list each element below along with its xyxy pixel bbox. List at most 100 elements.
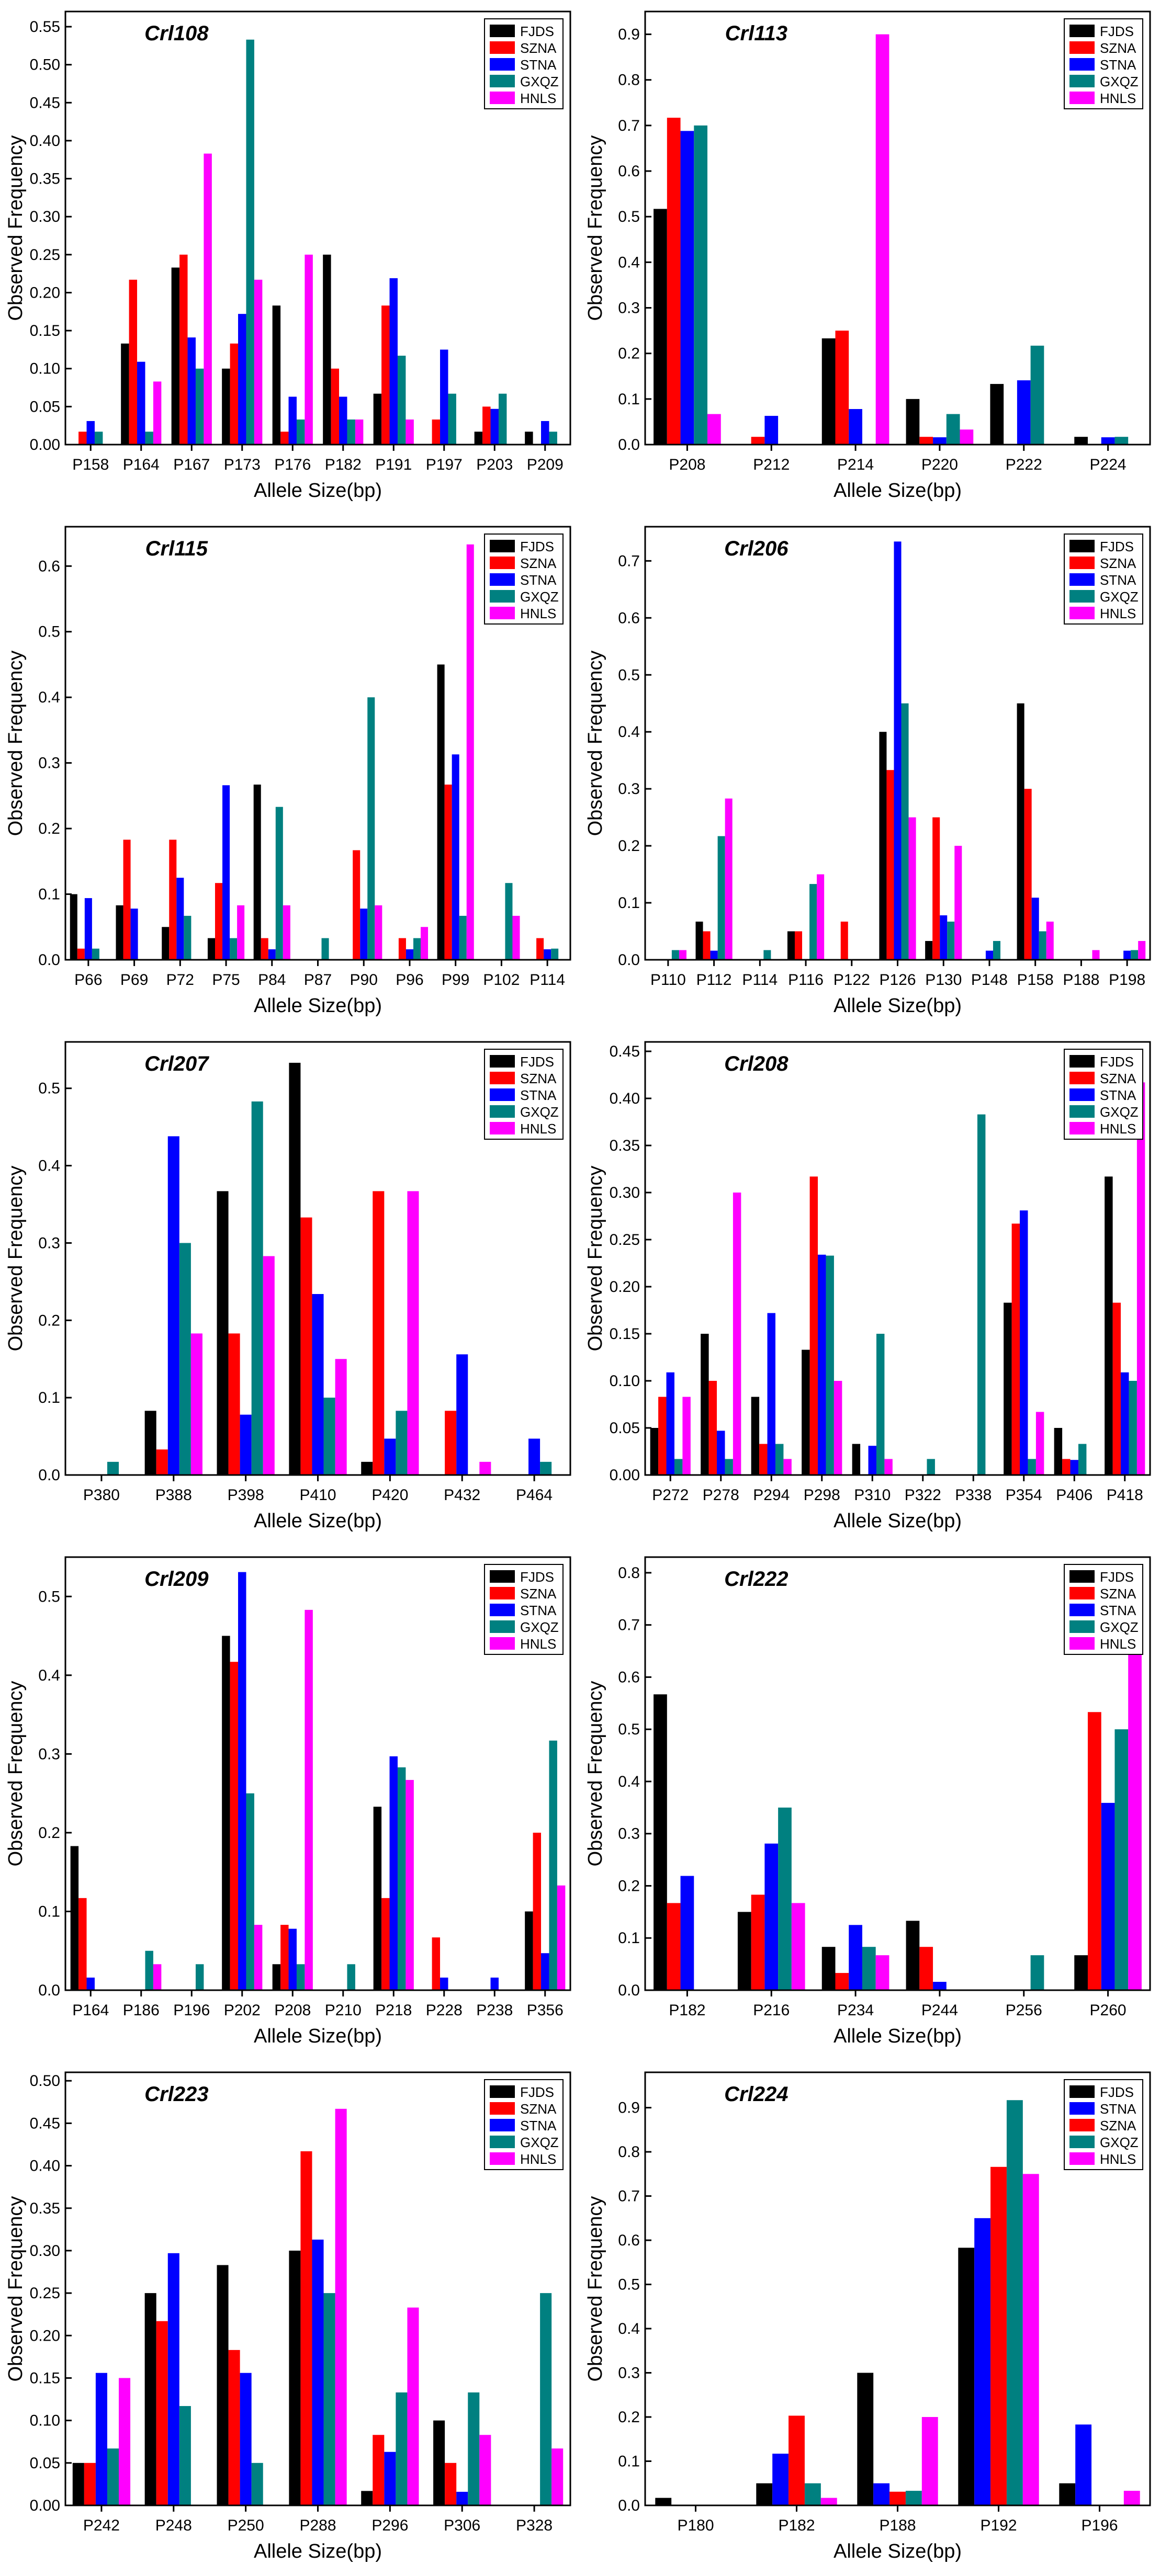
bar-gxqz-p338	[977, 1114, 986, 1475]
legend-swatch-stna	[490, 58, 515, 71]
bar-gxqz-p464	[540, 1461, 552, 1475]
legend-swatch-hnls	[490, 607, 515, 619]
bar-szna-p272	[658, 1397, 667, 1475]
y-tick-label: 0.5	[38, 623, 60, 641]
chart-title: Crl222	[724, 1568, 788, 1591]
bar-hnls-p356	[557, 1885, 566, 1990]
bar-szna-p410	[300, 1217, 312, 1475]
bar-gxqz-p222	[1030, 345, 1044, 445]
chart-svg: 0.0 0.1 0.2 0.3 0.4 0.5 0.6 0.7 0.8 0.9 P180 P182 P1…	[584, 2071, 1151, 2562]
bar-fjds-p222	[990, 384, 1004, 445]
y-tick-label: 0.7	[618, 552, 640, 570]
bar-stna-p90	[360, 909, 368, 960]
x-tick-label: P196	[1081, 2517, 1118, 2534]
y-tick-label: 0.20	[30, 2327, 60, 2344]
y-tick-label: 0.35	[610, 1137, 640, 1154]
bar-fjds-p164	[121, 343, 129, 445]
bar-szna-p250	[228, 2350, 240, 2505]
x-tick-label: P328	[516, 2517, 553, 2534]
bar-gxqz-p173	[246, 39, 254, 445]
bar-stna-p176	[288, 396, 297, 445]
bar-hnls-p234	[875, 1955, 889, 1990]
y-tick-label: 0.20	[610, 1278, 640, 1296]
bar-gxqz-p90	[367, 697, 375, 960]
legend-label-szna: SZNA	[1100, 40, 1136, 56]
legend-label-gxqz: GXQZ	[1100, 74, 1139, 89]
bar-fjds-p272	[650, 1428, 659, 1475]
bar-fjds-p208	[272, 1964, 281, 1990]
x-tick-label: P406	[1056, 1486, 1093, 1504]
bar-hnls-p75	[237, 905, 245, 960]
bar-fjds-p191	[373, 393, 382, 445]
bar-stna-p406	[1070, 1460, 1078, 1475]
bar-hnls-p328	[551, 2448, 564, 2505]
legend-swatch-gxqz	[1069, 590, 1095, 603]
x-tick-label: P69	[120, 971, 148, 989]
y-tick-label: 0.30	[30, 2242, 60, 2260]
y-tick-label: 0.45	[30, 2115, 60, 2132]
bar-szna-p182	[667, 1903, 681, 1990]
bar-hnls-p188	[1092, 950, 1100, 960]
legend-label-hnls: HNLS	[1100, 606, 1136, 621]
chart-title: Crl223	[144, 2083, 208, 2106]
y-tick-label: 0.55	[30, 18, 60, 36]
bar-stna-p398	[240, 1414, 252, 1475]
bar-hnls-p310	[884, 1459, 893, 1475]
x-tick-label: P228	[426, 2002, 463, 2019]
bar-gxqz-p234	[862, 1947, 876, 1990]
legend-label-gxqz: GXQZ	[520, 1619, 559, 1635]
bar-szna-p298	[809, 1176, 818, 1475]
y-tick-label: 0.3	[38, 1745, 60, 1763]
legend-label-hnls: HNLS	[520, 1636, 556, 1652]
y-tick-label: 0.50	[30, 56, 60, 74]
bar-gxqz-p87	[321, 938, 329, 960]
bar-stna-p182	[339, 396, 347, 445]
legend-swatch-stna	[1069, 1604, 1095, 1616]
bar-szna-p197	[432, 419, 441, 445]
legend-swatch-gxqz	[490, 2136, 515, 2148]
bar-stna-p464	[528, 1438, 540, 1475]
x-tick-label: P248	[155, 2517, 192, 2534]
x-tick-label: P176	[274, 456, 311, 473]
legend-label-fjds: FJDS	[520, 1054, 554, 1070]
bar-fjds-p182	[323, 254, 331, 445]
y-tick-label: 0.25	[610, 1231, 640, 1249]
bar-szna-p203	[482, 406, 491, 445]
bar-gxqz-p197	[448, 393, 456, 445]
y-axis-label: Observed Frequency	[584, 1166, 606, 1352]
x-tick-label: P298	[804, 1486, 840, 1504]
y-tick-label: 0.2	[38, 1312, 60, 1329]
x-tick-label: P191	[375, 456, 412, 473]
bar-gxqz-p208	[296, 1964, 305, 1990]
y-tick-label: 0.10	[30, 360, 60, 378]
bar-fjds-p406	[1054, 1428, 1063, 1475]
bar-hnls-p158	[1046, 922, 1054, 960]
bar-hnls-p196	[1123, 2491, 1140, 2505]
legend-label-szna: SZNA	[1100, 2118, 1136, 2134]
bar-gxqz-p167	[195, 368, 204, 445]
bar-stna-p208	[680, 131, 694, 445]
bar-szna-p122	[840, 922, 848, 960]
bar-fjds-p202	[222, 1636, 230, 1990]
legend-label-szna: SZNA	[1100, 1586, 1136, 1602]
y-tick-label: 0.3	[38, 755, 60, 772]
y-tick-label: 0.1	[618, 1930, 640, 1947]
x-tick-label: P224	[1090, 456, 1127, 473]
bar-gxqz-p209	[549, 432, 557, 445]
chart-panel-crl206: 0.0 0.1 0.2 0.3 0.4 0.5 0.6 0.7 P110 P112 P114 P116…	[580, 515, 1159, 1030]
bar-gxqz-p306	[468, 2392, 480, 2505]
x-tick-label: P182	[325, 456, 362, 473]
bar-gxqz-p208	[694, 125, 708, 445]
chart-svg: 0.0 0.1 0.2 0.3 0.4 0.5 0.6 P66 P69 P72 P75 P84 P87 P…	[5, 526, 571, 1017]
plot-frame	[644, 1041, 1151, 1476]
bar-hnls-p198	[1138, 941, 1146, 960]
legend-label-hnls: HNLS	[1100, 1636, 1136, 1652]
chart-title: Crl224	[724, 2083, 788, 2106]
y-tick-label: 0.5	[618, 1721, 640, 1738]
bar-hnls-p298	[834, 1381, 842, 1475]
bar-hnls-p218	[406, 1780, 414, 1990]
x-tick-label: P90	[350, 971, 378, 989]
